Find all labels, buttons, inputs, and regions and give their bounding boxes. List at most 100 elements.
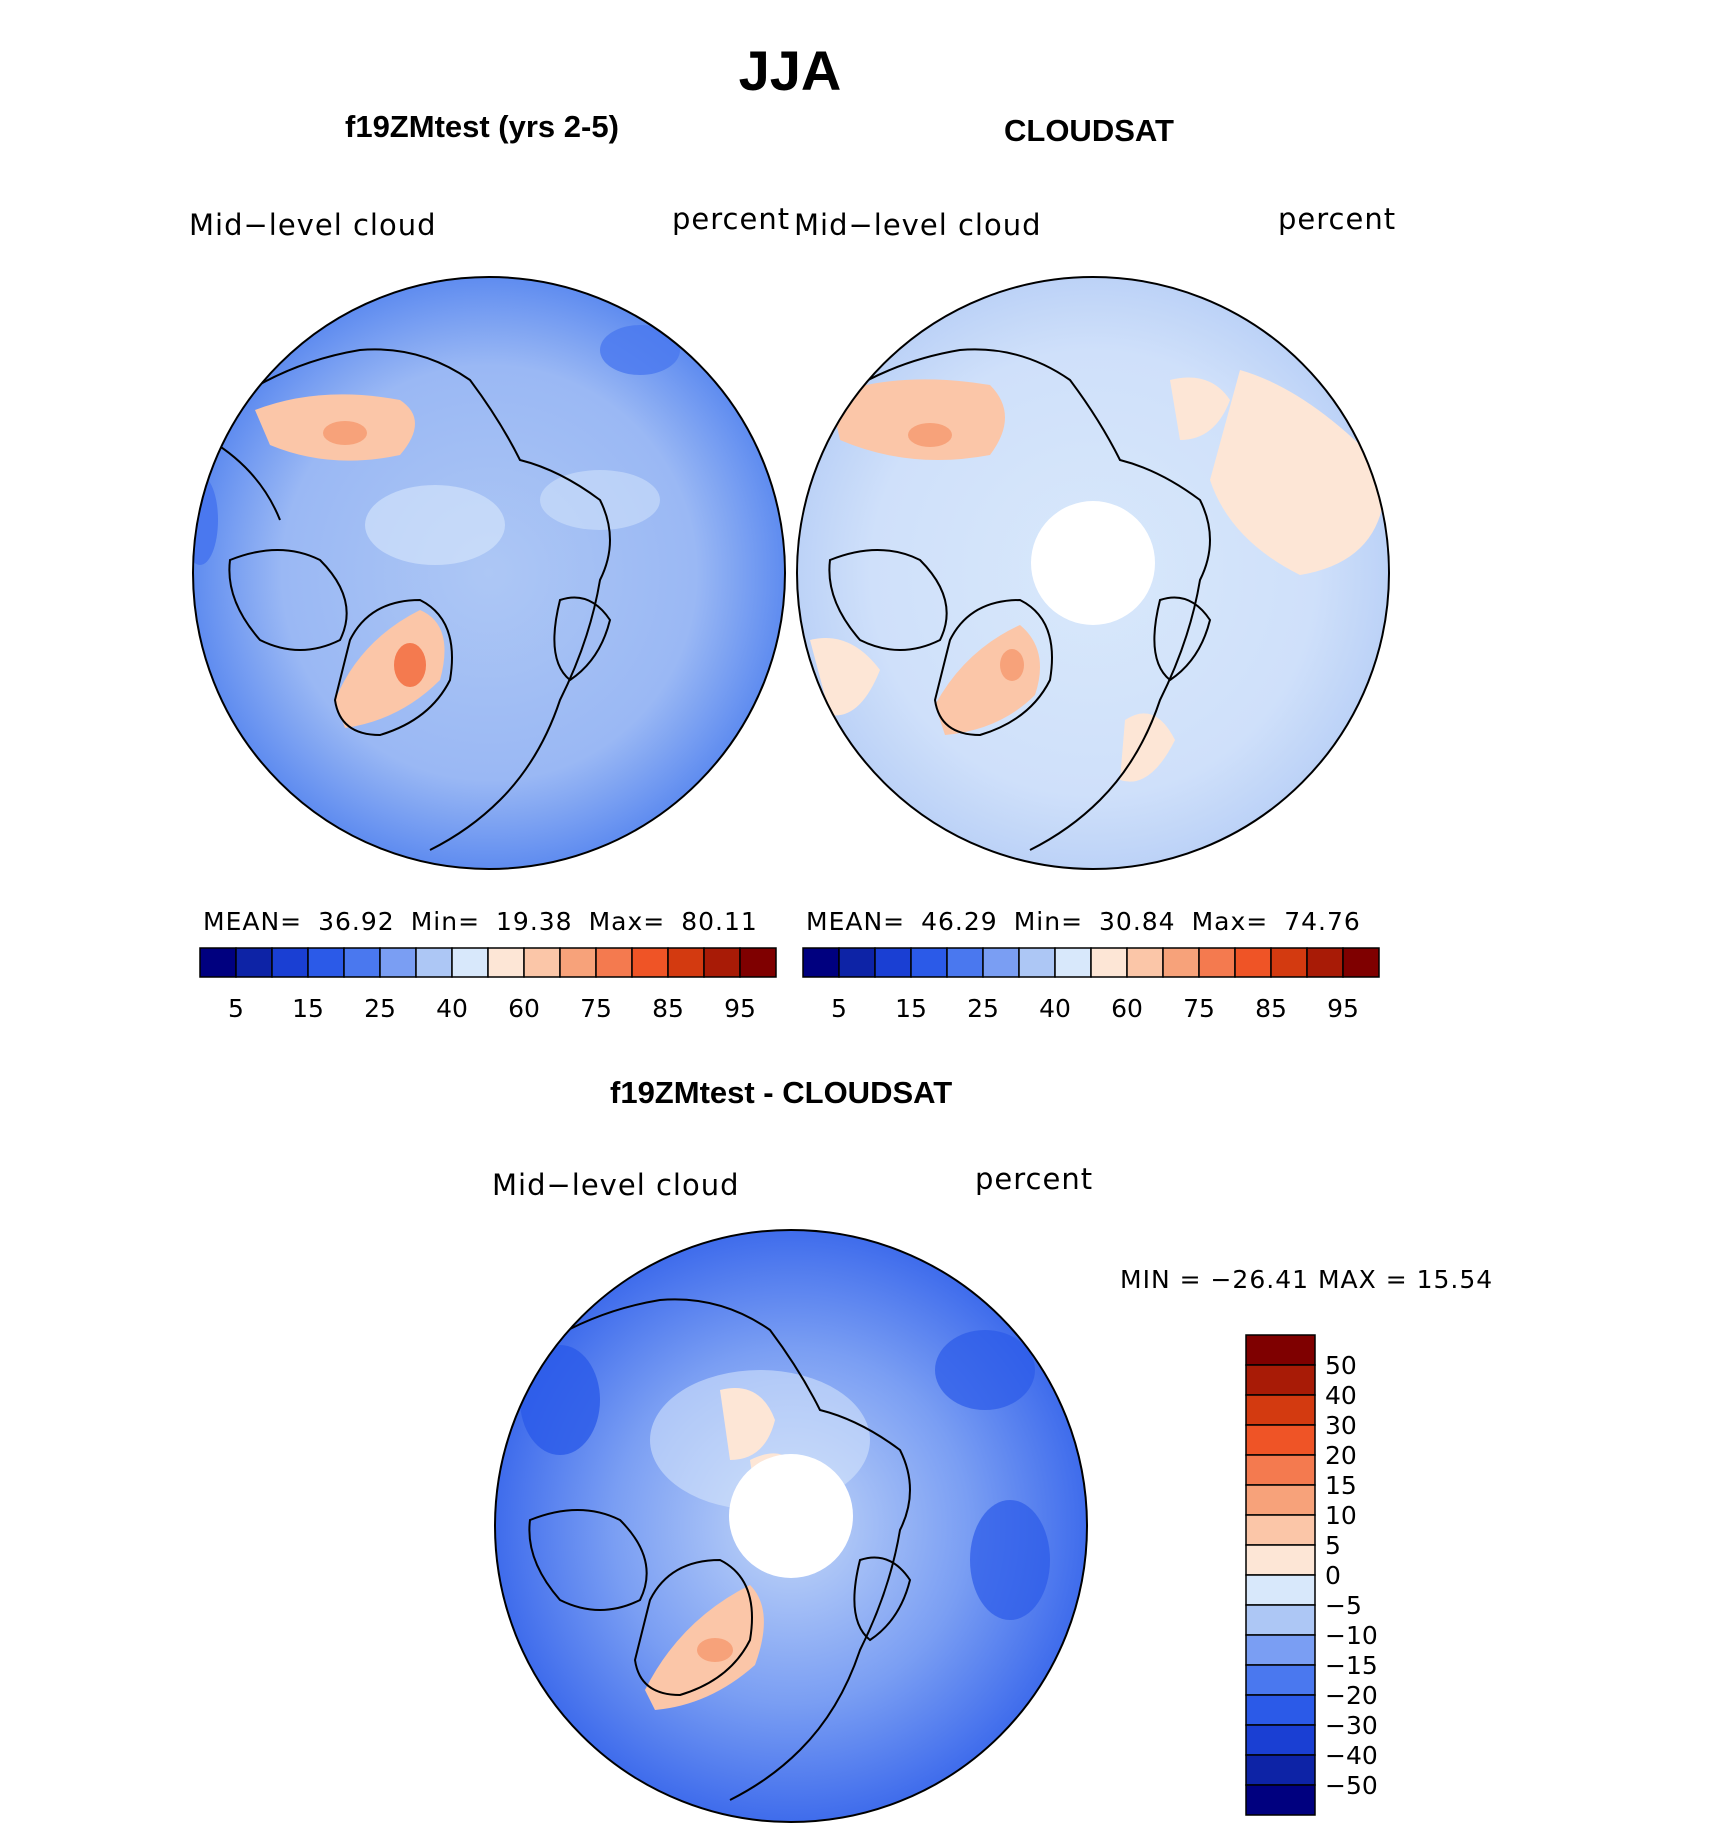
obs-max-value: 74.76: [1284, 907, 1361, 936]
obs-polar-gap: [1031, 501, 1155, 625]
obs-warm-region-pacific: [1210, 370, 1386, 575]
diff-variable-label: Mid−level cloud: [492, 1168, 740, 1202]
model-warm-region-greenland: [335, 610, 445, 728]
diff-colorbar-tick-label: −15: [1325, 1651, 1378, 1680]
obs-mean-label: MEAN=: [806, 907, 906, 936]
diff-coastlines: [528, 1298, 912, 1801]
obs-colorbar-swatch: [1162, 947, 1200, 978]
obs-colorbar-swatch: [946, 947, 984, 978]
diff-colorbar-swatch: [1245, 1334, 1316, 1366]
obs-colorbar-swatch: [1234, 947, 1272, 978]
diff-colorbar-swatch: [1245, 1694, 1316, 1726]
diff-colorbar-tick-label: −30: [1325, 1711, 1378, 1740]
obs-colorbar-swatch: [838, 947, 876, 978]
obs-units-label: percent: [1278, 202, 1397, 236]
model-colorbar-tick-label: 15: [292, 994, 324, 1023]
model-mean-label: MEAN=: [203, 907, 303, 936]
diff-colorbar-swatch: [1245, 1514, 1316, 1546]
model-colorbar-tick-label: 75: [580, 994, 612, 1023]
obs-mean-value: 46.29: [921, 907, 998, 936]
model-colorbar-tick-label: 5: [228, 994, 244, 1023]
model-colorbar-tick-label: 40: [436, 994, 468, 1023]
model-colorbar-swatch: [703, 947, 741, 978]
season-title: JJA: [738, 39, 842, 102]
model-colorbar-swatch: [739, 947, 777, 978]
model-panel-title: f19ZMtest (yrs 2-5): [345, 109, 619, 144]
diff-map-border: [494, 1229, 1088, 1823]
obs-colorbar-tick-label: 25: [967, 994, 999, 1023]
model-colorbar: 5 15 25 40 60 75 85 95: [199, 947, 777, 1023]
diff-colorbar-tick-label: 30: [1325, 1411, 1357, 1440]
obs-colorbar-swatch: [1198, 947, 1236, 978]
diff-polar-gap: [729, 1454, 853, 1578]
model-colorbar-swatch: [631, 947, 669, 978]
diff-colorbar-tick-label: 20: [1325, 1441, 1357, 1470]
diff-colorbar-tick-label: 15: [1325, 1471, 1357, 1500]
diff-colorbar-tick-label: 10: [1325, 1501, 1357, 1530]
obs-colorbar-swatch: [1306, 947, 1344, 978]
diff-minmax: MIN = −26.41 MAX = 15.54: [1120, 1265, 1494, 1294]
diff-colorbar-swatch: [1245, 1574, 1316, 1606]
diff-colorbar-swatch: [1245, 1544, 1316, 1576]
model-units-label: percent: [672, 202, 791, 236]
model-colorbar-swatch: [271, 947, 309, 978]
diff-panel-title: f19ZMtest - CLOUDSAT: [610, 1075, 953, 1110]
diff-colorbar-tick-label: −50: [1325, 1771, 1378, 1800]
model-colorbar-tick-label: 95: [724, 994, 756, 1023]
diff-colorbar-swatch: [1245, 1454, 1316, 1486]
diff-colorbar-swatch: [1245, 1484, 1316, 1516]
obs-colorbar-swatch: [802, 947, 840, 978]
obs-colorbar-tick-label: 40: [1039, 994, 1071, 1023]
diff-colorbar-tick-label: −40: [1325, 1741, 1378, 1770]
obs-coastlines: [828, 348, 1212, 851]
model-max-value: 80.11: [681, 907, 758, 936]
obs-colorbar-swatch: [1270, 947, 1308, 978]
obs-panel-title: CLOUDSAT: [1004, 113, 1174, 148]
obs-colorbar-swatch: [982, 947, 1020, 978]
model-mean-value: 36.92: [318, 907, 395, 936]
model-colorbar-tick-label: 25: [364, 994, 396, 1023]
model-colorbar-swatch: [415, 947, 453, 978]
model-stats: MEAN= 36.92 Min= 19.38 Max= 80.11: [203, 907, 774, 936]
model-map: [192, 276, 786, 870]
obs-colorbar-swatch: [1018, 947, 1056, 978]
obs-variable-label: Mid−level cloud: [794, 208, 1042, 242]
model-variable-label: Mid−level cloud: [189, 208, 437, 242]
obs-colorbar-swatch: [1090, 947, 1128, 978]
obs-colorbar-tick-label: 85: [1255, 994, 1287, 1023]
model-colorbar-tick-label: 85: [652, 994, 684, 1023]
obs-colorbar-tick-label: 95: [1327, 994, 1359, 1023]
model-colorbar-swatch: [235, 947, 273, 978]
diff-colorbar-tick-label: 40: [1325, 1381, 1357, 1410]
diff-colorbar-swatch: [1245, 1394, 1316, 1426]
model-colorbar-swatch: [199, 947, 237, 978]
diff-colorbar-swatch: [1245, 1364, 1316, 1396]
model-colorbar-swatch: [307, 947, 345, 978]
obs-colorbar-swatch: [1126, 947, 1164, 978]
model-map-field: [193, 277, 785, 869]
obs-min-value: 30.84: [1099, 907, 1176, 936]
diff-colorbar-tick-label: 50: [1325, 1351, 1357, 1380]
model-colorbar-swatch: [343, 947, 381, 978]
obs-min-label: Min=: [1013, 907, 1084, 936]
obs-max-label: Max=: [1191, 907, 1269, 936]
obs-colorbar-tick-label: 5: [831, 994, 847, 1023]
obs-map-border: [796, 276, 1390, 870]
diff-map: [494, 1229, 1088, 1823]
obs-stats: MEAN= 46.29 Min= 30.84 Max= 74.76: [806, 907, 1377, 936]
diff-colorbar-swatch: [1245, 1784, 1316, 1816]
model-map-border: [192, 276, 786, 870]
diff-colorbar-swatch: [1245, 1424, 1316, 1456]
model-colorbar-swatch: [595, 947, 633, 978]
obs-colorbar: 5 15 25 40 60 75 85 95: [802, 947, 1380, 1023]
obs-colorbar-tick-label: 75: [1183, 994, 1215, 1023]
model-colorbar-swatch: [379, 947, 417, 978]
diff-colorbar-tick-label: −5: [1325, 1591, 1362, 1620]
diff-units-label: percent: [975, 1162, 1094, 1196]
diff-colorbar-swatch: [1245, 1604, 1316, 1636]
model-colorbar-swatch: [559, 947, 597, 978]
diff-colorbar-swatch: [1245, 1724, 1316, 1756]
obs-colorbar-swatch: [910, 947, 948, 978]
